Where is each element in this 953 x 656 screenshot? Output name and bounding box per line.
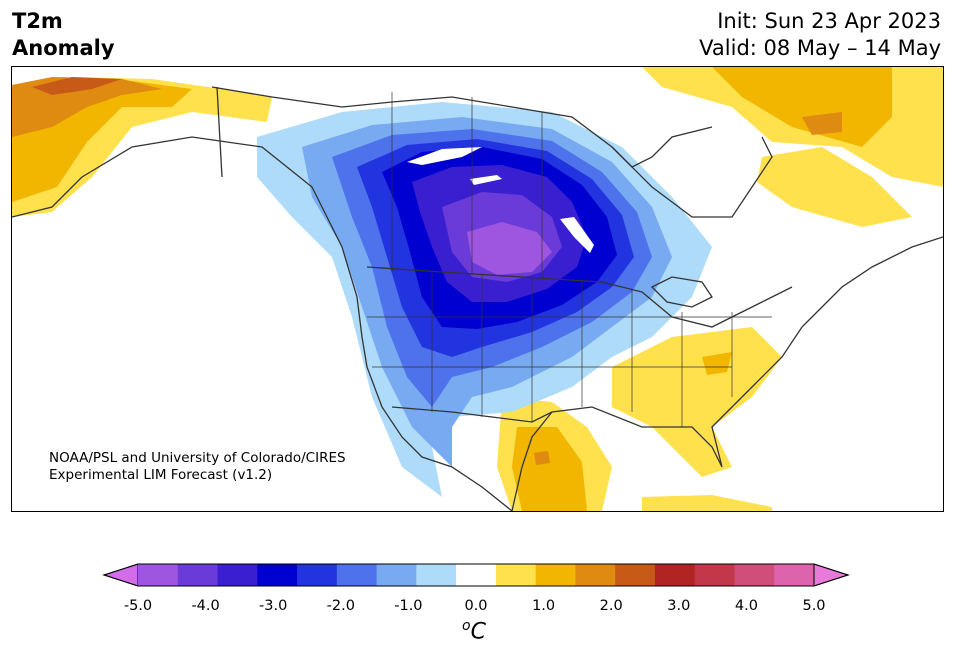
- colorbar-unit: oC: [462, 618, 486, 644]
- colorbar-extend-low: [102, 563, 139, 587]
- colorbar-swatch: [774, 564, 815, 586]
- colorbar-tick-label: -4.0: [191, 598, 220, 614]
- colorbar-tick-label: 5.0: [802, 598, 826, 614]
- anomaly-map-svg: [12, 67, 943, 511]
- colorbar-swatch: [257, 564, 298, 586]
- cuba-warm: [642, 495, 772, 511]
- southeast-warm-outer: [612, 327, 782, 477]
- boundaries: [12, 86, 943, 511]
- colorbar-swatch: [615, 564, 656, 586]
- lake-winnipeg: [560, 217, 594, 253]
- title-line-2: Anomaly: [12, 36, 115, 60]
- forecast-credit: NOAA/PSL and University of Colorado/CIRE…: [49, 450, 346, 484]
- colorbar-tick-label: -1.0: [394, 598, 423, 614]
- mexico-warm-core: [534, 451, 550, 465]
- us-canada-border: [366, 266, 793, 328]
- greenland-warm-mid: [712, 67, 892, 147]
- labrador-warm: [757, 147, 912, 227]
- init-date: Init: Sun 23 Apr 2023: [717, 9, 941, 33]
- credit-line-1: NOAA/PSL and University of Colorado/CIRE…: [49, 450, 346, 466]
- valid-dates: Valid: 08 May – 14 May: [699, 36, 941, 60]
- colorbar-tick-label: -2.0: [326, 598, 355, 614]
- colorbar-tick-label: -5.0: [123, 598, 153, 614]
- colorbar-tick-label: 2.0: [599, 598, 623, 614]
- warm-anomaly-shading: [12, 67, 943, 511]
- colorbar-swatch: [575, 564, 616, 586]
- colorbar-swatch: [416, 564, 457, 586]
- greenland-warm-core: [802, 112, 842, 135]
- hudson-bay-lake: [407, 147, 482, 165]
- colorbar-outline: [102, 563, 850, 587]
- colorbar-tick-label: 0.0: [464, 598, 488, 614]
- colorbar-swatch: [138, 564, 179, 586]
- unit-superscript: o: [462, 618, 471, 634]
- colorbar-swatch: [376, 564, 417, 586]
- colorbar-extend-high: [813, 563, 850, 587]
- alaska-border: [216, 86, 223, 178]
- unit-base: C: [470, 619, 486, 645]
- colorbar-tick-label: 1.0: [532, 598, 556, 614]
- colorbar-swatch: [217, 564, 258, 586]
- great-lakes: [650, 276, 713, 308]
- anomaly-map: NOAA/PSL and University of Colorado/CIRE…: [11, 66, 944, 512]
- colorbar-swatch: [734, 564, 775, 586]
- mexico-warm-mid: [512, 427, 587, 511]
- colorbar-swatch: [495, 564, 537, 586]
- colorbar-swatch: [297, 564, 338, 586]
- forecast-dates: Init: Sun 23 Apr 2023 Valid: 08 May – 14…: [699, 8, 941, 62]
- colorbar-swatch: [177, 564, 219, 586]
- title-line-1: T2m: [12, 9, 63, 33]
- colorbar: [102, 563, 850, 587]
- map-title: T2m Anomaly: [12, 8, 115, 62]
- credit-line-2: Experimental LIM Forecast (v1.2): [49, 467, 273, 483]
- gulf-coast: [511, 326, 803, 511]
- cold-core: [467, 222, 552, 275]
- colorbar-swatch: [336, 564, 378, 586]
- hudson-bay-coast: [611, 136, 773, 218]
- colorbar-swatch: [456, 564, 497, 586]
- east-coast: [801, 236, 943, 328]
- colorbar-swatch: [694, 564, 735, 586]
- colorbar-swatch: [654, 564, 696, 586]
- colorbar-tick-label: -3.0: [259, 598, 288, 614]
- colorbar-tick-label: 4.0: [734, 598, 758, 614]
- southeast-warm-core: [702, 352, 732, 375]
- west-coast: [12, 136, 513, 511]
- colorbar-tick-label: 3.0: [667, 598, 691, 614]
- alaska-warm-core: [32, 77, 122, 95]
- lake-athabasca: [470, 175, 502, 185]
- colorbar-swatch: [535, 564, 576, 586]
